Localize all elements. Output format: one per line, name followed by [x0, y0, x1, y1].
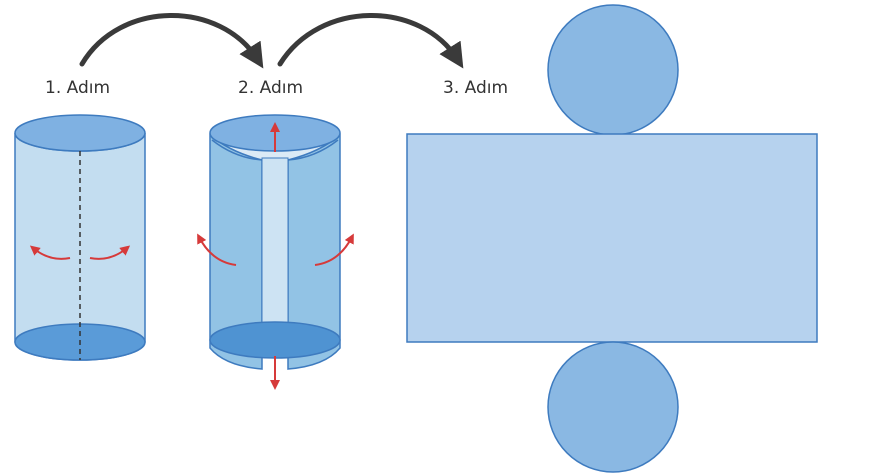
cylinder-right-panel — [287, 133, 341, 370]
step-3-label: 3. Adım — [443, 78, 508, 98]
net-bottom-circle — [547, 341, 679, 473]
red-arrow-icon — [29, 245, 71, 260]
closed-cylinder — [14, 114, 146, 361]
net-rectangle — [406, 133, 818, 343]
net-top-circle — [547, 4, 679, 136]
curved-arrow-icon — [79, 13, 264, 69]
cylinder-left-panel — [209, 133, 263, 370]
cylinder-top-lip — [287, 139, 339, 161]
red-arrow-icon — [314, 233, 354, 266]
cylinder-bottom-face — [209, 321, 341, 359]
step-1-label: 1. Adım — [45, 78, 110, 98]
opening-cylinder — [197, 114, 354, 390]
curved-arrow-icon — [277, 13, 464, 69]
cylinder-net — [406, 4, 818, 473]
cylinder-top-face — [14, 114, 146, 152]
red-arrow-icon — [89, 245, 131, 260]
step-2-label: 2. Adım — [238, 78, 303, 98]
cylinder-inner-strip — [261, 157, 289, 339]
red-arrow-icon — [197, 233, 237, 266]
cylinder-top-lip — [211, 139, 263, 161]
